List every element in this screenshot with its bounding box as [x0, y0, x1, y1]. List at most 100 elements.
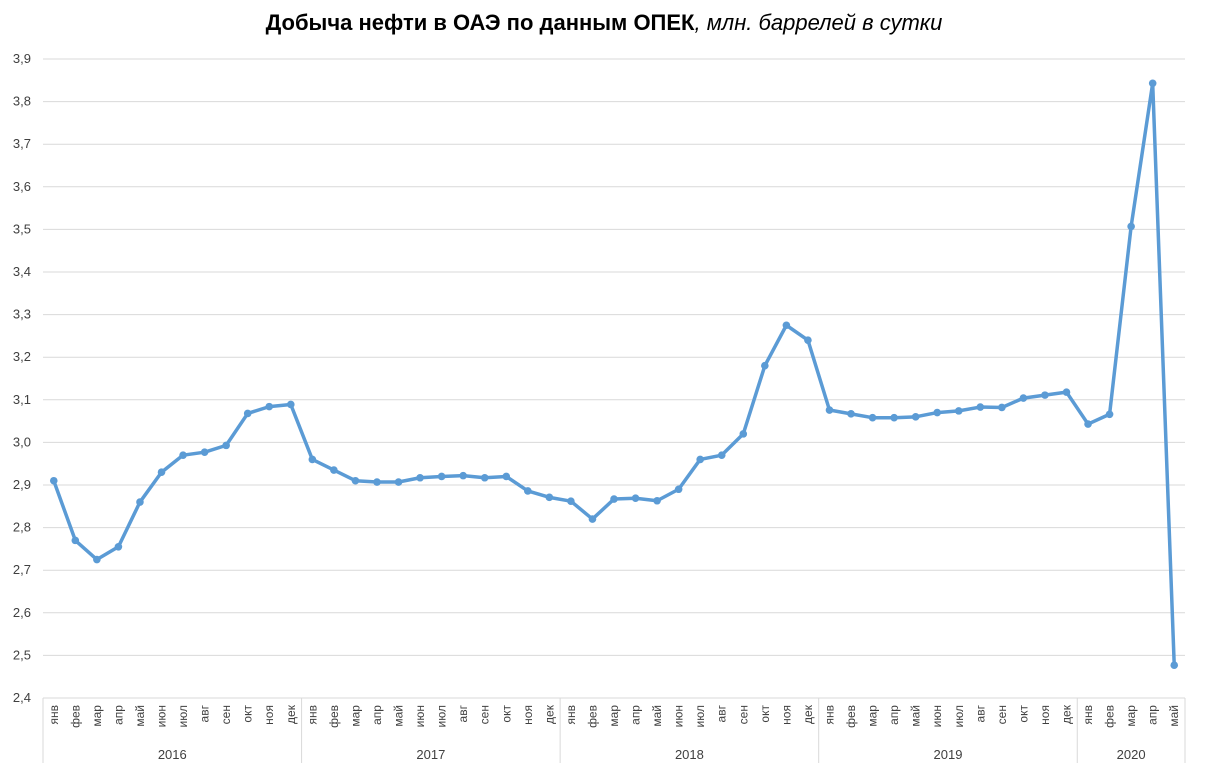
x-tick-label: июн: [155, 705, 169, 727]
x-tick-label: май: [392, 705, 406, 727]
chart-title: Добыча нефти в ОАЭ по данным ОПЕК, млн. …: [0, 10, 1208, 36]
x-tick-label: окт: [758, 705, 772, 723]
series-line: [52, 81, 1176, 667]
data-point: [739, 430, 748, 438]
data-point: [373, 478, 381, 486]
data-point: [653, 496, 661, 505]
x-tick-label: июл: [693, 705, 707, 727]
chart-title-unit: , млн. баррелей в сутки: [694, 10, 943, 35]
data-point: [717, 451, 726, 459]
x-tick-label: дек: [801, 704, 815, 724]
x-tick-label: май: [1167, 705, 1181, 727]
y-axis-ticks: 2,4 2,5 2,6 2,7 2,8 2,9 3,0 3,1 3,2 3,3 3,4 3,5 3,6 3…: [13, 51, 31, 705]
y-tick-label: 3,0: [13, 434, 31, 449]
x-tick-label: апр: [1146, 705, 1160, 725]
year-label: 2018: [675, 747, 704, 762]
x-tick-label: дек: [1059, 704, 1073, 724]
x-tick-label: сен: [478, 705, 492, 724]
data-point: [1105, 410, 1114, 419]
chart-title-main: Добыча нефти в ОАЭ по данным ОПЕК: [265, 10, 695, 35]
data-point: [545, 493, 554, 502]
y-tick-label: 3,3: [13, 307, 31, 322]
data-point: [1019, 394, 1028, 402]
x-tick-label: июн: [930, 705, 944, 727]
data-point: [567, 497, 575, 505]
x-tick-label: фев: [68, 705, 82, 728]
y-tick-label: 3,9: [13, 51, 31, 66]
x-tick-label: окт: [499, 705, 513, 723]
y-tick-label: 2,6: [13, 605, 31, 620]
data-point: [804, 336, 812, 344]
x-tick-label: ноя: [779, 705, 793, 725]
x-tick-label: мар: [348, 705, 362, 727]
x-tick-label: янв: [1081, 705, 1095, 725]
x-tick-label: янв: [564, 705, 578, 725]
x-tick-label: апр: [629, 705, 643, 725]
x-tick-label: сен: [995, 705, 1009, 724]
data-point: [136, 498, 144, 506]
x-tick-label: июн: [672, 705, 686, 727]
data-point: [502, 472, 511, 481]
y-tick-label: 2,5: [13, 647, 31, 662]
data-point: [459, 471, 467, 480]
y-tick-label: 3,6: [13, 179, 31, 194]
x-tick-label: окт: [1016, 705, 1030, 723]
data-point: [93, 555, 101, 564]
x-tick-label: дек: [542, 704, 556, 724]
x-tick-label: май: [650, 705, 664, 727]
data-point: [868, 413, 877, 422]
y-tick-label: 3,1: [13, 392, 31, 407]
x-tick-label: июн: [413, 705, 427, 727]
x-tick-label: июл: [952, 705, 966, 727]
data-point: [179, 451, 187, 459]
data-point: [998, 403, 1006, 412]
y-tick-label: 3,5: [13, 221, 31, 236]
data-point: [696, 455, 704, 464]
x-tick-label: янв: [47, 705, 61, 725]
data-point: [71, 536, 80, 545]
data-point: [243, 409, 252, 418]
y-tick-label: 2,7: [13, 562, 31, 577]
data-point: [610, 495, 618, 503]
x-tick-label: ноя: [521, 705, 535, 725]
x-tick-label: авг: [456, 704, 470, 722]
data-point: [825, 406, 834, 414]
data-point: [286, 400, 295, 409]
data-point: [49, 476, 58, 485]
y-tick-label: 2,4: [13, 690, 31, 705]
x-tick-label: мар: [866, 705, 880, 727]
x-tick-label: май: [909, 705, 923, 727]
data-point: [954, 407, 963, 415]
x-tick-label: дек: [284, 704, 298, 724]
data-point: [351, 476, 360, 485]
data-point: [394, 478, 403, 486]
x-tick-label: фев: [1103, 705, 1117, 728]
year-label: 2020: [1117, 747, 1146, 762]
x-tick-label: фев: [844, 705, 858, 728]
x-tick-label: авг: [198, 704, 212, 722]
data-point: [631, 494, 640, 503]
data-point: [1148, 79, 1157, 88]
year-label: 2017: [416, 747, 445, 762]
x-tick-label: мар: [1124, 705, 1138, 727]
data-point: [976, 403, 985, 411]
data-point: [911, 413, 920, 421]
data-point: [308, 455, 317, 464]
y-tick-label: 2,9: [13, 477, 31, 492]
x-tick-label: май: [133, 705, 147, 727]
data-point: [933, 408, 942, 417]
data-point: [1170, 661, 1179, 669]
data-point: [761, 361, 769, 370]
data-point: [114, 542, 123, 551]
year-label: 2019: [934, 747, 963, 762]
y-tick-label: 3,4: [13, 264, 31, 279]
data-point: [416, 473, 424, 482]
x-tick-label: сен: [219, 705, 233, 724]
data-point: [524, 487, 532, 495]
x-tick-label: авг: [973, 704, 987, 722]
data-point: [890, 413, 898, 422]
x-tick-label: июл: [176, 705, 190, 727]
